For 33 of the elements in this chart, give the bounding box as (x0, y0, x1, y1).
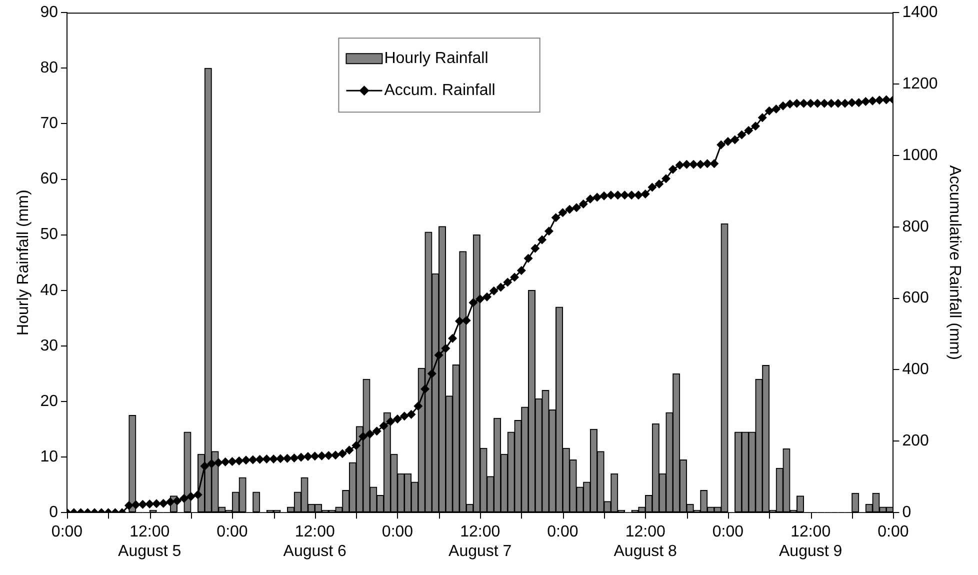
y-tick-label: 70 (40, 115, 58, 132)
y-tick-label: 40 (40, 282, 58, 299)
y2-tick-label: 0 (902, 504, 912, 522)
x-tick-label: 0:00 (216, 524, 248, 541)
x-tick-label: 12:00 August 9 (779, 524, 842, 560)
x-tick-label: 0:00 (547, 524, 578, 541)
y2-tick-label: 800 (902, 218, 930, 236)
x-tick-label: 12:00 August 7 (448, 524, 512, 560)
y2-tick-label: 1200 (902, 75, 938, 92)
legend-label: Hourly Rainfall (384, 50, 488, 68)
y2-tick-label: 1000 (902, 146, 938, 164)
y2-tick-label: 600 (902, 290, 930, 307)
y-tick-label: 60 (40, 170, 58, 188)
y-tick-label: 20 (40, 392, 58, 410)
y-tick-label: 30 (40, 337, 58, 354)
x-tick-label: 12:00 August 8 (614, 524, 678, 560)
x-tick-label: 12:00 August 5 (118, 524, 182, 560)
x-tick-label: 12:00 August 6 (283, 524, 347, 560)
y-tick-label: 50 (40, 226, 58, 244)
y2-tick-label: 400 (902, 361, 930, 378)
y-axis-title: Hourly Rainfall (mm) (15, 190, 32, 336)
x-tick-label: 0:00 (878, 524, 909, 541)
x-tick-label: 0:00 (51, 524, 83, 541)
y-tick-label: 80 (40, 60, 58, 77)
y-tick-label: 0 (49, 504, 58, 522)
y2-axis-title: Accumulative Rainfall (mm) (946, 165, 963, 360)
y-tick-label: 10 (40, 448, 58, 466)
x-tick-label: 0:00 (712, 524, 744, 541)
legend-label: Accum. Rainfall (384, 82, 496, 100)
y-tick-label: 90 (40, 4, 58, 22)
y2-tick-label: 200 (902, 432, 930, 450)
y2-tick-label: 1400 (902, 4, 938, 22)
x-tick-label: 0:00 (382, 524, 414, 541)
